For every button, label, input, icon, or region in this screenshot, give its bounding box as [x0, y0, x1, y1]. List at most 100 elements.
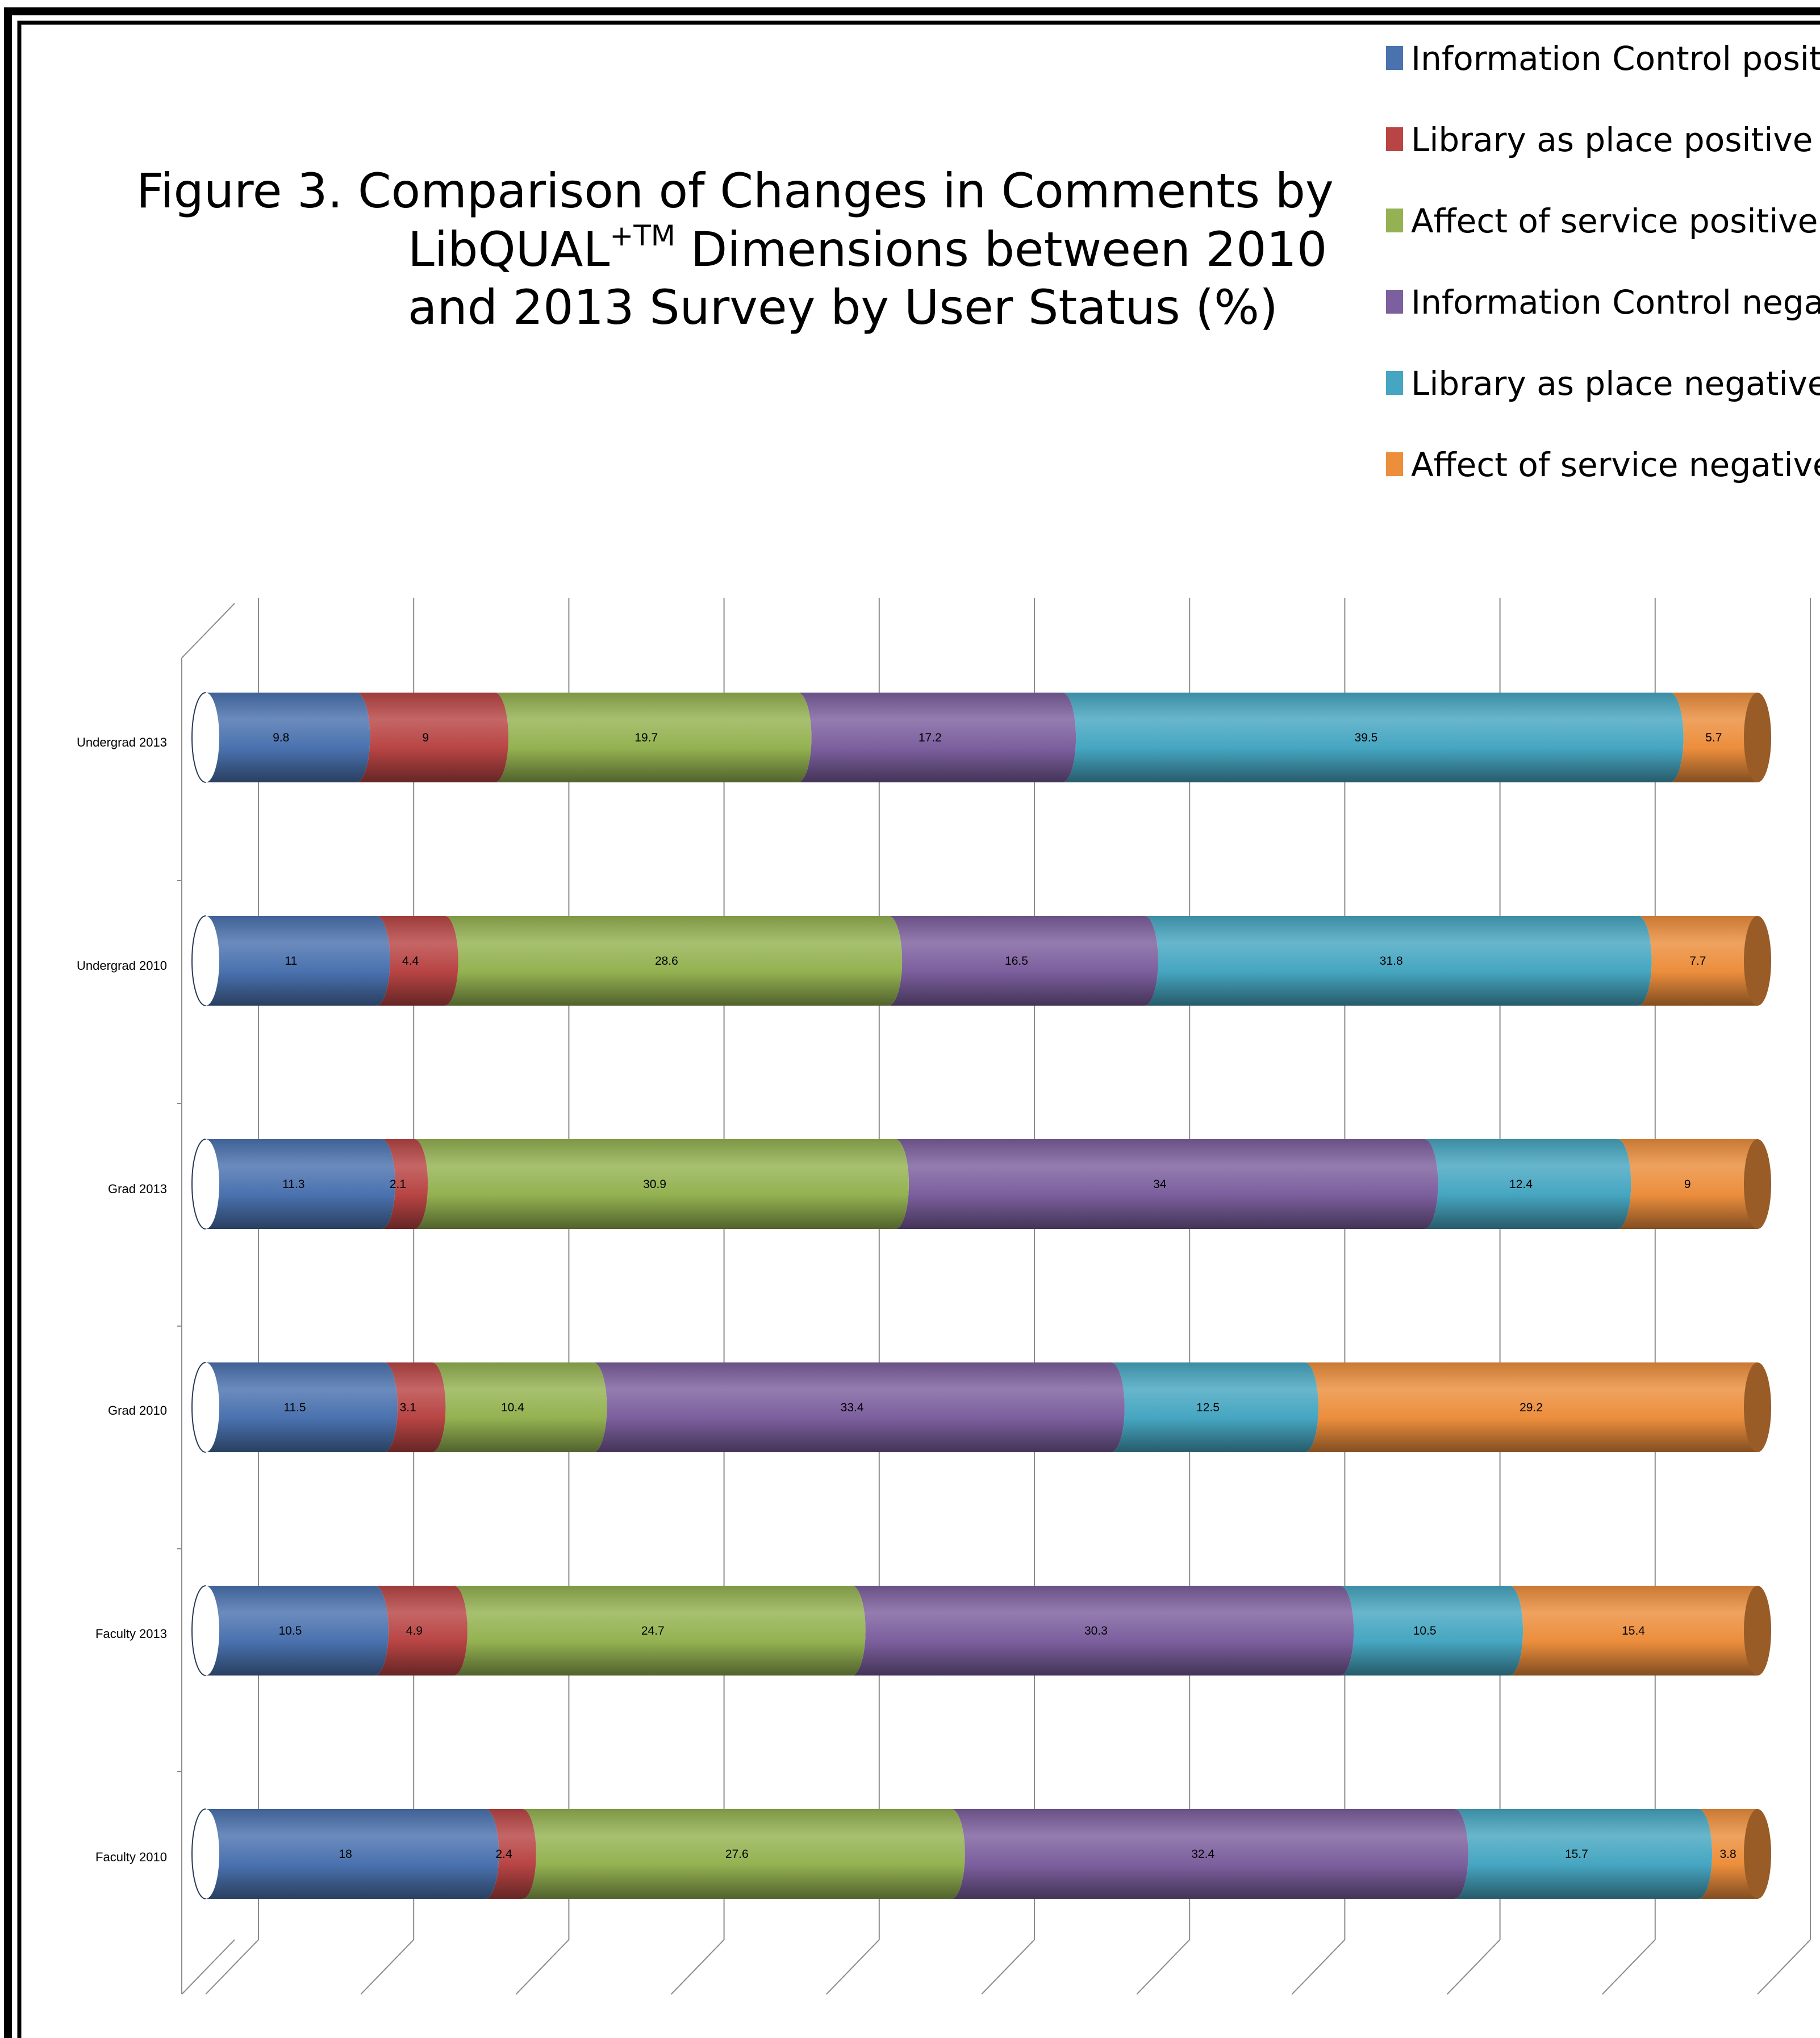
data-label-grad-2013-library-as-place-negative: 12.4 [1509, 1178, 1533, 1191]
bar-segment-undergrad-2013-information-control-negative [798, 693, 1076, 782]
data-label-faculty-2010-library-as-place-negative: 15.7 [1565, 1848, 1588, 1861]
bars: 9.8 9 19.7 17.2 39.5 5.711 4.4 28.6 16.5 31.8 7.71… [191, 692, 1771, 1899]
data-label-undergrad-2010-library-as-place-positive: 4.4 [402, 955, 419, 968]
legend-label: Affect of service positive [1411, 202, 1818, 240]
data-label-faculty-2013-affect-of-service-positive: 24.7 [641, 1624, 665, 1637]
data-label-faculty-2013-information-control-negative: 30.3 [1084, 1624, 1108, 1637]
category-label-undergrad-2010: Undergrad 2010 [77, 958, 167, 973]
data-label-undergrad-2010-affect-of-service-negative: 7.7 [1689, 955, 1706, 968]
legend-item-information-control-positive: Information Control positive [1386, 39, 1820, 78]
data-label-undergrad-2013-affect-of-service-negative: 5.7 [1705, 731, 1722, 744]
frame-inner [17, 20, 1820, 2038]
bar-segment-faculty-2010-information-control-negative [951, 1809, 1468, 1899]
bar-row-grad-2010: 11.5 3.1 10.4 33.4 12.5 29.2 [191, 1362, 1771, 1453]
data-label-undergrad-2013-library-as-place-positive: 9 [422, 731, 429, 744]
bar-segment-grad-2010-affect-of-service-positive [432, 1362, 607, 1452]
floor-gridline [826, 1939, 880, 1995]
frame-outer [4, 7, 1820, 2038]
bar-end-cap [1744, 693, 1771, 782]
data-label-undergrad-2013-library-as-place-negative: 39.5 [1354, 731, 1377, 744]
legend-item-affect-of-service-negative: Affect of service negative [1386, 445, 1820, 484]
bar-row-undergrad-2013: 9.8 9 19.7 17.2 39.5 5.7 [191, 692, 1771, 783]
title-line-2: LibQUAL+TM Dimensions between 2010 [408, 219, 1327, 277]
bar-segment-grad-2010-affect-of-service-negative [1305, 1362, 1771, 1452]
bar-segment-grad-2013-information-control-negative [895, 1139, 1438, 1229]
bar-end-cap [1744, 916, 1771, 1006]
legend-swatch [1386, 452, 1403, 476]
bar-segment-faculty-2013-information-control-positive [206, 1586, 389, 1676]
category-label-grad-2010: Grad 2010 [108, 1403, 167, 1418]
data-label-grad-2010-affect-of-service-positive: 10.4 [501, 1401, 524, 1414]
legend-swatch [1386, 371, 1403, 395]
data-label-undergrad-2010-information-control-positive: 11 [285, 955, 297, 968]
bar-segment-undergrad-2010-library-as-place-negative [1144, 916, 1652, 1006]
bar-start-edge [191, 1585, 206, 1676]
bar-segment-undergrad-2013-library-as-place-negative [1062, 693, 1684, 782]
axis-bottom-diagonal [181, 1939, 235, 1995]
bar-segment-grad-2013-library-as-place-negative [1424, 1139, 1631, 1229]
data-label-faculty-2013-library-as-place-positive: 4.9 [406, 1624, 423, 1637]
data-label-faculty-2010-affect-of-service-positive: 27.6 [725, 1848, 749, 1861]
category-label-faculty-2010: Faculty 2010 [95, 1850, 167, 1864]
title-libqual: LibQUAL [408, 222, 610, 277]
data-label-grad-2010-library-as-place-positive: 3.1 [400, 1401, 416, 1414]
legend-label: Library as place positive [1411, 120, 1813, 159]
bar-segment-undergrad-2010-affect-of-service-negative [1638, 916, 1771, 1006]
data-label-grad-2013-library-as-place-positive: 2.1 [390, 1178, 406, 1191]
bar-segment-grad-2010-information-control-negative [593, 1362, 1125, 1452]
data-label-undergrad-2013-information-control-positive: 9.8 [273, 731, 289, 744]
bar-segment-faculty-2010-library-as-place-positive [485, 1809, 536, 1899]
data-label-faculty-2013-information-control-positive: 10.5 [279, 1624, 302, 1637]
bar-segment-grad-2010-library-as-place-positive [383, 1362, 446, 1452]
category-label-faculty-2013: Faculty 2013 [95, 1627, 167, 1641]
bar-segment-faculty-2013-library-as-place-positive [374, 1586, 467, 1676]
bar-segment-faculty-2013-information-control-negative [851, 1586, 1354, 1676]
bar-segment-faculty-2010-library-as-place-negative [1454, 1809, 1713, 1899]
data-label-undergrad-2010-information-control-negative: 16.5 [1005, 955, 1028, 968]
data-label-grad-2010-affect-of-service-negative: 29.2 [1520, 1401, 1543, 1414]
floor-gridline [1291, 1939, 1346, 1995]
legend-item-affect-of-service-positive: Affect of service positive [1386, 202, 1818, 240]
legend-swatch [1386, 290, 1403, 314]
bar-start-edge [191, 915, 206, 1006]
bar-start-edge [191, 692, 206, 783]
bar-segment-faculty-2013-library-as-place-negative [1340, 1586, 1523, 1676]
floor-gridline [1757, 1939, 1811, 1995]
data-label-grad-2013-affect-of-service-positive: 30.9 [643, 1178, 666, 1191]
data-label-faculty-2010-information-control-positive: 18 [339, 1848, 352, 1861]
bar-end-cap [1744, 1139, 1771, 1229]
bar-segment-grad-2013-information-control-positive [206, 1139, 395, 1229]
legend-swatch [1386, 46, 1403, 70]
floor-gridline [205, 1939, 259, 1995]
bar-row-undergrad-2010: 11 4.4 28.6 16.5 31.8 7.7 [191, 915, 1771, 1006]
data-label-undergrad-2013-affect-of-service-positive: 19.7 [635, 731, 658, 744]
bar-end-cap [1744, 1362, 1771, 1452]
chart-title: Figure 3. Comparison of Changes in Comme… [136, 163, 1334, 335]
legend-label: Library as place negative [1411, 364, 1820, 403]
data-label-grad-2010-information-control-negative: 33.4 [841, 1401, 864, 1414]
bar-end-cap [1744, 1586, 1771, 1676]
bar-segment-undergrad-2010-affect-of-service-positive [444, 916, 903, 1006]
bar-segment-grad-2013-affect-of-service-negative [1617, 1139, 1771, 1229]
floor-gridline [981, 1939, 1035, 1995]
bar-segment-faculty-2010-affect-of-service-positive [522, 1809, 965, 1899]
data-label-undergrad-2010-library-as-place-negative: 31.8 [1380, 955, 1403, 968]
bar-row-grad-2013: 11.3 2.1 30.9 34 12.4 9 [191, 1139, 1771, 1230]
data-label-undergrad-2010-affect-of-service-positive: 28.6 [655, 955, 678, 968]
legend-item-information-control-negative: Information Control negative [1386, 283, 1820, 322]
data-label-grad-2013-information-control-negative: 34 [1153, 1178, 1167, 1191]
bar-row-faculty-2010: 18 2.4 27.6 32.4 15.7 3.8 [191, 1808, 1771, 1899]
bar-row-faculty-2013: 10.5 4.9 24.7 30.3 10.5 15.4 [191, 1585, 1771, 1676]
bar-segment-grad-2010-library-as-place-negative [1111, 1362, 1319, 1452]
title-superscript: +TM [610, 219, 675, 252]
data-label-faculty-2010-library-as-place-positive: 2.4 [495, 1848, 512, 1861]
floor-gridline [515, 1939, 570, 1995]
bar-segment-undergrad-2010-library-as-place-positive [376, 916, 458, 1006]
data-label-faculty-2010-affect-of-service-negative: 3.8 [1719, 1848, 1736, 1861]
bar-end-cap [1744, 1809, 1771, 1899]
data-label-grad-2013-affect-of-service-negative: 9 [1684, 1178, 1691, 1191]
legend: Information Control positive Library as p… [1386, 39, 1820, 484]
bar-segment-undergrad-2013-information-control-positive [206, 693, 370, 782]
bar-segment-faculty-2010-information-control-positive [206, 1809, 499, 1899]
